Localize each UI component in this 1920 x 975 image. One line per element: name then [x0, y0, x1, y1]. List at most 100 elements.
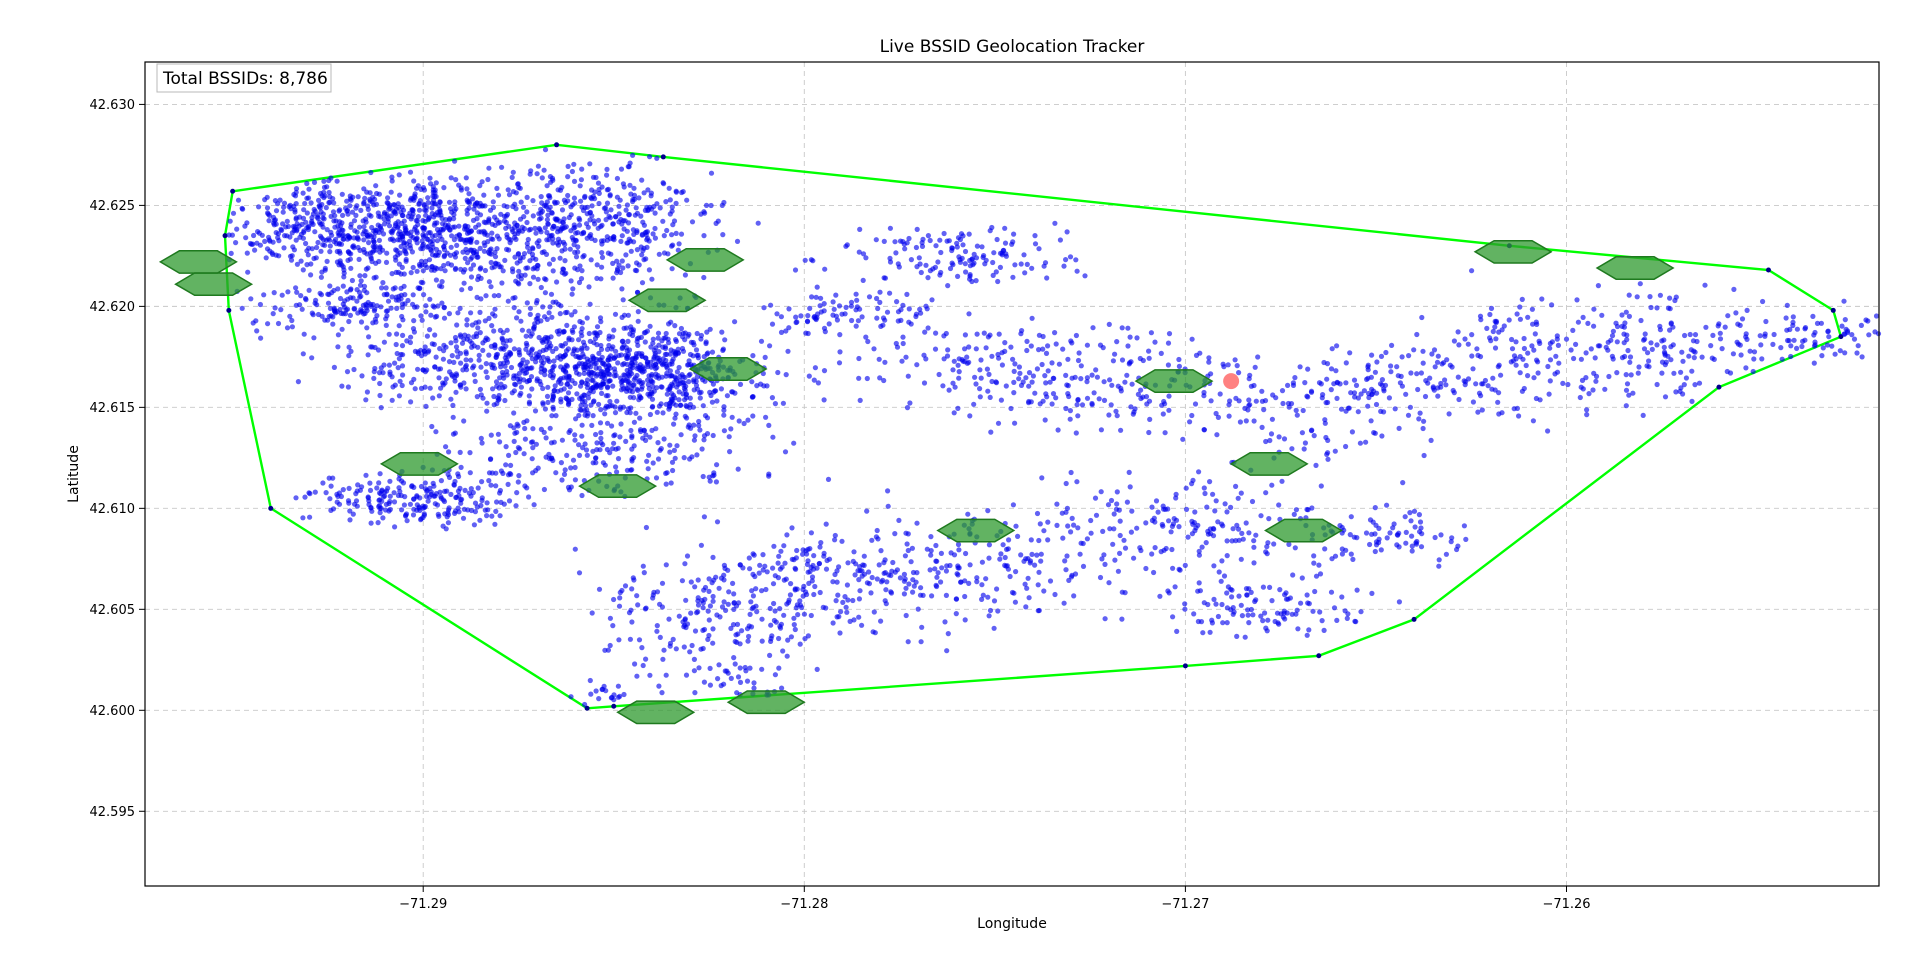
bssid-point — [396, 172, 402, 178]
bssid-point — [1591, 306, 1597, 312]
bssid-point — [599, 222, 605, 228]
bssid-point — [821, 325, 828, 331]
bssid-point — [346, 485, 352, 491]
bssid-point — [1470, 366, 1476, 372]
bssid-point — [776, 635, 782, 642]
bssid-point — [1710, 332, 1716, 338]
bssid-point — [415, 214, 421, 220]
bssid-point — [762, 354, 768, 360]
bssid-point — [1469, 332, 1475, 338]
bssid-point — [321, 194, 327, 201]
bssid-point — [483, 361, 489, 367]
bssid-point — [576, 412, 582, 419]
bssid-point — [1469, 268, 1475, 274]
bssid-point — [1192, 509, 1198, 515]
bssid-point — [1039, 361, 1045, 368]
bssid-point — [321, 178, 327, 184]
bssid-point — [536, 243, 542, 249]
bssid-point — [345, 498, 352, 504]
bssid-point — [991, 598, 998, 604]
bssid-point — [273, 252, 279, 258]
bssid-point — [1750, 368, 1756, 375]
bssid-point — [448, 396, 454, 402]
bssid-point — [1395, 373, 1401, 379]
bssid-point — [1399, 383, 1405, 389]
bssid-point — [987, 607, 994, 614]
bssid-point — [1545, 363, 1551, 370]
bssid-point — [1003, 563, 1009, 569]
bssid-point — [577, 183, 583, 189]
bssid-point — [464, 322, 470, 328]
bssid-point — [1331, 605, 1338, 611]
bssid-point — [1866, 332, 1872, 338]
bssid-point — [417, 198, 423, 204]
bssid-point — [414, 493, 420, 499]
bssid-point — [467, 450, 473, 456]
bssid-point — [430, 244, 436, 250]
bssid-point — [939, 565, 945, 571]
bssid-point — [570, 286, 576, 292]
bssid-point — [515, 273, 522, 279]
bssid-point — [1492, 324, 1498, 330]
bssid-point — [602, 411, 608, 417]
bssid-point — [1627, 359, 1633, 365]
bssid-point — [545, 335, 551, 341]
bssid-point — [606, 362, 612, 368]
bssid-point — [497, 375, 503, 381]
bssid-point — [1082, 273, 1088, 279]
bssid-point — [1369, 531, 1375, 537]
bssid-point — [650, 383, 656, 390]
bssid-point — [1661, 349, 1668, 355]
bssid-point — [610, 260, 616, 266]
bssid-point — [331, 364, 337, 370]
bssid-point — [564, 309, 570, 315]
bssid-point — [527, 281, 533, 287]
bssid-point — [400, 372, 406, 378]
bssid-point — [673, 646, 679, 652]
bssid-point — [684, 197, 690, 203]
bssid-point — [833, 292, 839, 298]
bssid-point — [594, 324, 601, 330]
bssid-point — [1334, 395, 1340, 401]
bssid-point — [517, 379, 523, 385]
bssid-point — [763, 586, 769, 593]
bssid-point — [844, 609, 850, 615]
bssid-point — [542, 372, 548, 378]
bssid-point — [1418, 544, 1425, 550]
bssid-point — [1328, 589, 1335, 595]
bssid-point — [404, 338, 410, 344]
bssid-point — [916, 255, 922, 261]
bssid-point — [715, 218, 721, 224]
bssid-point — [901, 578, 908, 584]
bssid-point — [1265, 540, 1271, 546]
bssid-point — [491, 293, 497, 299]
bssid-point — [369, 344, 375, 350]
bssid-point — [913, 579, 919, 585]
bssid-point — [439, 284, 445, 290]
bssid-point — [488, 482, 494, 488]
bssid-point — [878, 618, 884, 624]
bssid-point — [1024, 347, 1030, 354]
bssid-point — [529, 356, 535, 362]
bssid-point — [465, 260, 471, 266]
bssid-point — [983, 345, 989, 351]
bssid-point — [1308, 388, 1315, 394]
bssid-point — [361, 237, 367, 243]
bssid-point — [775, 369, 781, 376]
bssid-point — [793, 314, 799, 320]
bssid-point — [782, 560, 788, 566]
bssid-point — [748, 599, 754, 605]
bssid-point — [341, 236, 347, 242]
bssid-point — [1201, 389, 1207, 396]
bssid-point — [334, 259, 340, 265]
bssid-point — [489, 513, 495, 519]
bssid-point — [686, 372, 692, 378]
bssid-point — [923, 262, 929, 268]
bssid-point — [299, 306, 305, 312]
bssid-point — [905, 547, 911, 554]
bssid-point — [1036, 246, 1042, 252]
bssid-point — [355, 234, 361, 240]
bssid-point — [1339, 551, 1345, 557]
bssid-point — [720, 232, 726, 238]
bssid-point — [978, 357, 984, 363]
